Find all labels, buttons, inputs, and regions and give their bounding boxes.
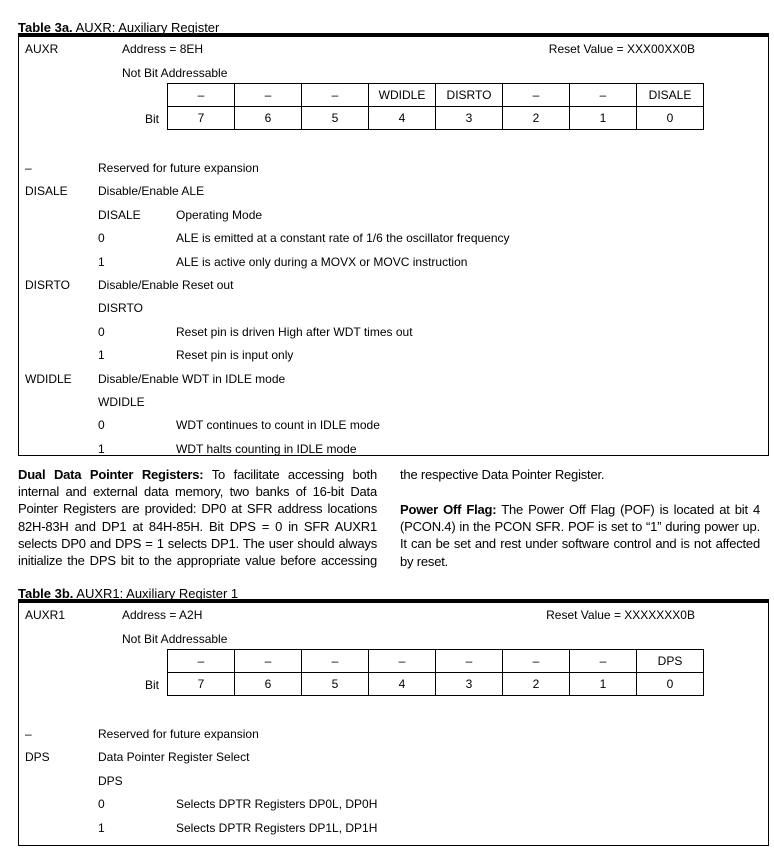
bit-number-cell: 1 — [569, 672, 637, 696]
bit-name-cell: – — [502, 83, 570, 107]
description-cell: 0 — [98, 797, 105, 812]
description-cell: – — [25, 727, 32, 741]
dual-paragraph-flow: Dual Data Pointer Registers: To facilita… — [400, 467, 605, 483]
bit-number-cell: 7 — [167, 106, 235, 130]
bit-row: – – – WDIDLE DISRTO – – DISALE — [167, 83, 704, 107]
description-cell: ALE is active only during a MOVX or MOVC… — [176, 254, 468, 269]
description-cell: DPS — [25, 750, 50, 765]
description-cell: DISALE — [98, 207, 141, 222]
bit-number-cell: 3 — [435, 672, 503, 696]
bit-number-cell: 2 — [502, 106, 570, 130]
description-cell: Disable/Enable WDT in IDLE mode — [98, 371, 286, 386]
register-box: AUXR1 Address = A2H Reset Value = XXXXXXX0… — [18, 599, 769, 846]
bit-number-cell: 0 — [636, 106, 704, 130]
bit-name-cell: – — [234, 83, 302, 107]
register-box: AUXR Address = 8EH Reset Value = XXX00XX0B… — [18, 33, 769, 456]
bit-label: Bit — [144, 112, 159, 126]
register-address: Address = A2H — [122, 608, 203, 622]
bit-name-cell: – — [301, 649, 369, 673]
bit-name-cell: – — [368, 649, 436, 673]
bit-number-cell: 4 — [368, 106, 436, 130]
bit-number-cell: 2 — [502, 672, 570, 696]
description-cell: Disable/Enable Reset out — [98, 278, 234, 292]
bit-name-cell: – — [234, 649, 302, 673]
description-cell: DPS — [98, 773, 123, 788]
bit-number-cell: 1 — [569, 106, 637, 130]
table-title: Table 3b. AUXR1: Auxiliary Register 1 — [18, 586, 239, 601]
dual-data-pointer-paragraph: Dual Data Pointer Registers: To facilita… — [18, 467, 377, 569]
description-cell: 0 — [98, 418, 105, 433]
description-cell: DISALE — [25, 184, 68, 199]
description-cell: – — [25, 161, 32, 175]
description-cell: DISRTO — [98, 301, 143, 316]
bit-name-cell: DISRTO — [435, 83, 503, 107]
bit-name-cell: – — [569, 649, 637, 673]
description-cell: 1 — [98, 254, 105, 269]
bit-name-cell: WDIDLE — [368, 83, 436, 107]
register-name: AUXR1 — [25, 608, 66, 622]
description-cell: Reset pin is driven High after WDT times… — [176, 324, 413, 339]
bit-name-cell: – — [435, 649, 503, 673]
bit-label: Bit — [144, 678, 159, 692]
description-cell: 1 — [98, 820, 105, 835]
bit-table: – – – – – – – DPS 7 6 5 4 3 2 1 0 — [167, 649, 704, 696]
bit-number-cell: 4 — [368, 672, 436, 696]
bit-number-cell: 5 — [301, 672, 369, 696]
description-cell: DISRTO — [25, 278, 70, 292]
description-cell: WDT halts counting in IDLE mode — [176, 441, 357, 456]
description-cell: Data Pointer Register Select — [98, 750, 250, 765]
bit-name-cell: DISALE — [636, 83, 704, 107]
bit-name-cell: DPS — [636, 649, 704, 673]
bit-row: – – – – – – – DPS — [167, 649, 704, 673]
description-cell: WDT continues to count in IDLE mode — [176, 418, 380, 433]
power-off-flag-paragraph: Power Off Flag: The Power Off Flag (POF)… — [400, 502, 761, 569]
register-address: Address = 8EH — [122, 42, 204, 56]
description-cell: 1 — [98, 348, 105, 363]
description-cell: 0 — [98, 231, 105, 246]
bit-number-cell: 0 — [636, 672, 704, 696]
description-cell: Operating Mode — [176, 207, 263, 222]
bit-addressable-note: Not Bit Addressable — [122, 66, 228, 80]
bit-name-cell: – — [569, 83, 637, 107]
reset-value: Reset Value = XXX00XX0B — [548, 42, 695, 56]
description-cell: Reset pin is input only — [176, 348, 294, 363]
dual-data-pointer-continued: Dual Data Pointer Registers: To facilita… — [400, 466, 760, 502]
description-cell: ALE is emitted at a constant rate of 1/6… — [176, 231, 510, 246]
bit-addressable-note: Not Bit Addressable — [122, 632, 228, 646]
description-cell: Selects DPTR Registers DP1L, DP1H — [176, 820, 378, 835]
bit-number-cell: 3 — [435, 106, 503, 130]
bit-name-cell: – — [167, 83, 235, 107]
bit-number-cell: 7 — [167, 672, 235, 696]
register-name: AUXR — [25, 42, 59, 56]
bit-name-cell: – — [502, 649, 570, 673]
description-cell: WDIDLE — [98, 395, 145, 409]
bit-number-cell: 6 — [234, 106, 302, 130]
table-title: Table 3a. AUXR: Auxiliary Register — [18, 20, 220, 35]
description-cell: Selects DPTR Registers DP0L, DP0H — [176, 797, 378, 812]
bit-number-cell: 6 — [234, 672, 302, 696]
bit-number-cell: 5 — [301, 106, 369, 130]
bit-table: – – – WDIDLE DISRTO – – DISALE 7 6 5 4 3 2 1 0 — [167, 83, 704, 130]
description-cell: Reserved for future expansion — [98, 727, 259, 741]
bit-name-cell: – — [301, 83, 369, 107]
description-cell: 0 — [98, 324, 105, 339]
bit-name-cell: – — [167, 649, 235, 673]
description-cell: 1 — [98, 441, 105, 456]
description-cell: WDIDLE — [25, 371, 72, 386]
reset-value: Reset Value = XXXXXXX0B — [546, 608, 695, 622]
description-cell: Disable/Enable ALE — [98, 184, 205, 199]
description-cell: Reserved for future expansion — [98, 161, 259, 175]
